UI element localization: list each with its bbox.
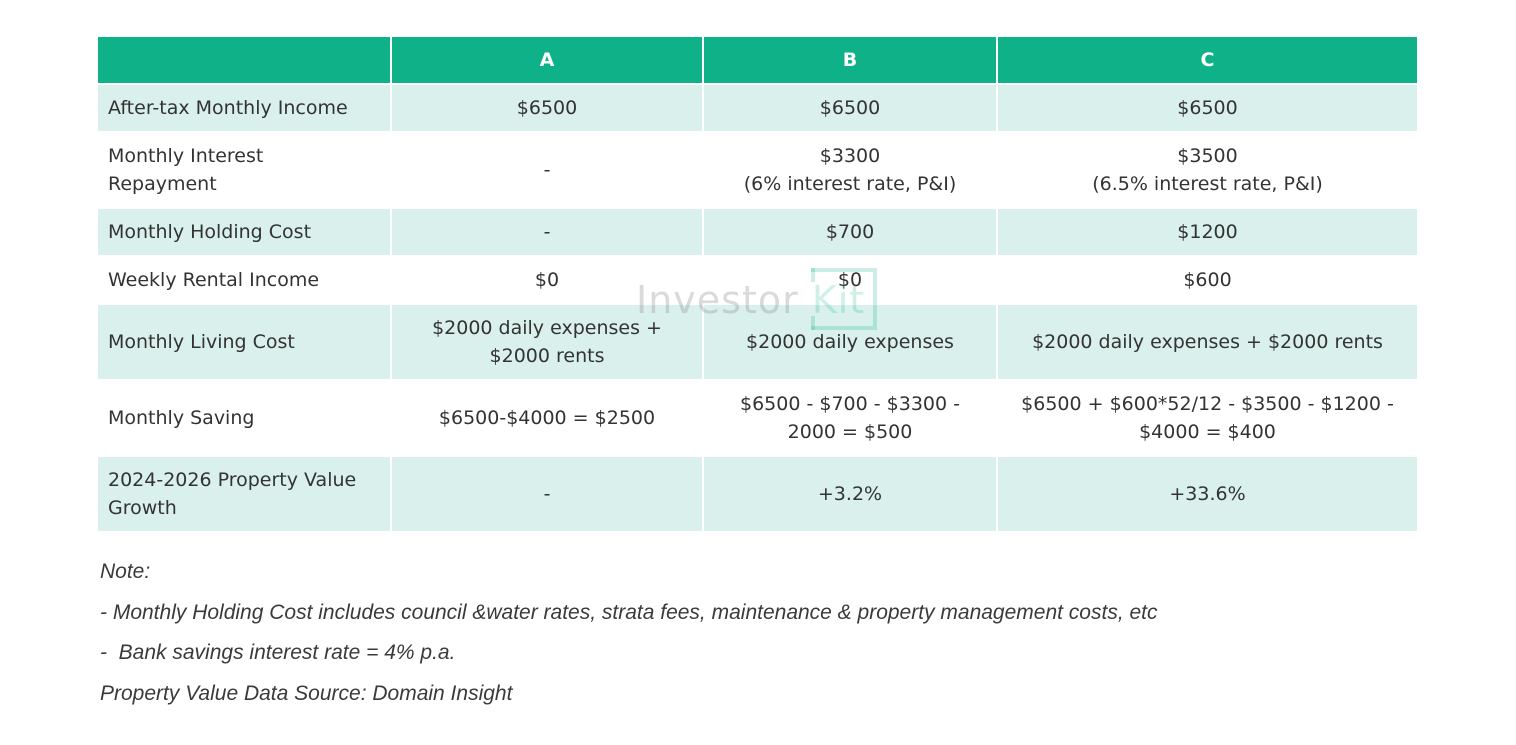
cell-text: $6500 - $700 - $3300 -: [739, 393, 960, 415]
table-row-property-value-growth: 2024-2026 Property Value Growth - +3.2% …: [98, 457, 1417, 531]
cell-text: $3500: [1177, 145, 1238, 167]
row-label-line: 2024-2026 Property Value: [108, 469, 357, 491]
header-cell-scenario-a: A: [392, 37, 702, 83]
cell-text: $6500-$4000 = $2500: [438, 407, 656, 429]
comparison-table-container: A B C After-tax Monthly Income $6500 $65…: [97, 36, 1418, 532]
comparison-table: A B C After-tax Monthly Income $6500 $65…: [96, 35, 1419, 533]
notes-section: Note: - Monthly Holding Cost includes co…: [100, 556, 1158, 718]
cell-b: +3.2%: [704, 457, 996, 531]
cell-text: 2000 = $500: [787, 421, 913, 443]
row-label: After-tax Monthly Income: [98, 85, 390, 131]
row-label: 2024-2026 Property Value Growth: [98, 457, 390, 531]
cell-text: $3300: [819, 145, 881, 167]
row-label: Weekly Rental Income: [98, 257, 390, 303]
row-label: Monthly Interest Repayment: [98, 133, 390, 207]
cell-b: $2000 daily expenses: [704, 305, 996, 379]
cell-a: $2000 daily expenses + $2000 rents: [392, 305, 702, 379]
cell-b: $700: [704, 209, 996, 255]
row-label: Monthly Saving: [98, 381, 390, 455]
cell-text: $700: [825, 221, 875, 243]
cell-text: $2000 rents: [489, 345, 605, 367]
cell-b: $6500: [704, 85, 996, 131]
cell-b: $6500 - $700 - $3300 - 2000 = $500: [704, 381, 996, 455]
row-label: Monthly Living Cost: [98, 305, 390, 379]
row-label-line: Monthly Interest: [108, 145, 264, 167]
cell-a: $0: [392, 257, 702, 303]
cell-a: $6500: [392, 85, 702, 131]
row-label: Monthly Holding Cost: [98, 209, 390, 255]
table-row-monthly-interest-repayment: Monthly Interest Repayment - $3300 (6% i…: [98, 133, 1417, 207]
cell-text: +3.2%: [817, 483, 883, 505]
cell-text: +33.6%: [1169, 483, 1246, 505]
cell-text: $0: [534, 269, 560, 291]
cell-text: $6500: [1177, 97, 1238, 119]
cell-text: $6500: [516, 97, 578, 119]
cell-text: $2000 daily expenses + $2000 rents: [1032, 331, 1383, 353]
cell-text: -: [543, 221, 551, 243]
table-header-row: A B C: [98, 37, 1417, 83]
note-line-holding-cost: - Monthly Holding Cost includes council …: [100, 600, 1158, 624]
cell-b: $0: [704, 257, 996, 303]
cell-subtext: (6% interest rate, P&I): [743, 173, 957, 195]
cell-b: $3300 (6% interest rate, P&I): [704, 133, 996, 207]
cell-text: -: [543, 159, 551, 181]
table-row-weekly-rental-income: Weekly Rental Income $0 $0 $600: [98, 257, 1417, 303]
table-row-monthly-living-cost: Monthly Living Cost $2000 daily expenses…: [98, 305, 1417, 379]
cell-a: $6500-$4000 = $2500: [392, 381, 702, 455]
cell-c: $600: [998, 257, 1417, 303]
note-line-bank-interest: - Bank savings interest rate = 4% p.a.: [100, 641, 456, 664]
cell-text: $600: [1183, 269, 1232, 291]
table-row-monthly-holding-cost: Monthly Holding Cost - $700 $1200: [98, 209, 1417, 255]
cell-text: $6500 + $600*52/12 - $3500 - $1200 -: [1021, 393, 1394, 415]
cell-c: $2000 daily expenses + $2000 rents: [998, 305, 1417, 379]
note-line-data-source: Property Value Data Source: Domain Insig…: [100, 681, 513, 705]
header-cell-empty: [98, 37, 390, 83]
cell-c: $1200: [998, 209, 1417, 255]
header-cell-scenario-c: C: [998, 37, 1417, 83]
notes-heading: Note:: [100, 560, 151, 583]
row-label-line: Growth: [108, 497, 177, 519]
row-label-line: Repayment: [108, 173, 217, 195]
cell-c: $6500: [998, 85, 1417, 131]
table-row-monthly-saving: Monthly Saving $6500-$4000 = $2500 $6500…: [98, 381, 1417, 455]
cell-c: $3500 (6.5% interest rate, P&I): [998, 133, 1417, 207]
cell-text: $2000 daily expenses +: [432, 317, 662, 339]
cell-c: +33.6%: [998, 457, 1417, 531]
cell-text: $4000 = $400: [1139, 421, 1276, 443]
cell-text: $0: [837, 269, 863, 291]
cell-a: -: [392, 133, 702, 207]
cell-subtext: (6.5% interest rate, P&I): [1092, 173, 1323, 195]
cell-a: -: [392, 457, 702, 531]
cell-text: $1200: [1177, 221, 1238, 243]
cell-text: -: [543, 483, 551, 505]
cell-a: -: [392, 209, 702, 255]
cell-text: $2000 daily expenses: [746, 331, 954, 353]
table-row-after-tax-monthly-income: After-tax Monthly Income $6500 $6500 $65…: [98, 85, 1417, 131]
cell-c: $6500 + $600*52/12 - $3500 - $1200 - $40…: [998, 381, 1417, 455]
header-cell-scenario-b: B: [704, 37, 996, 83]
cell-text: $6500: [819, 97, 881, 119]
